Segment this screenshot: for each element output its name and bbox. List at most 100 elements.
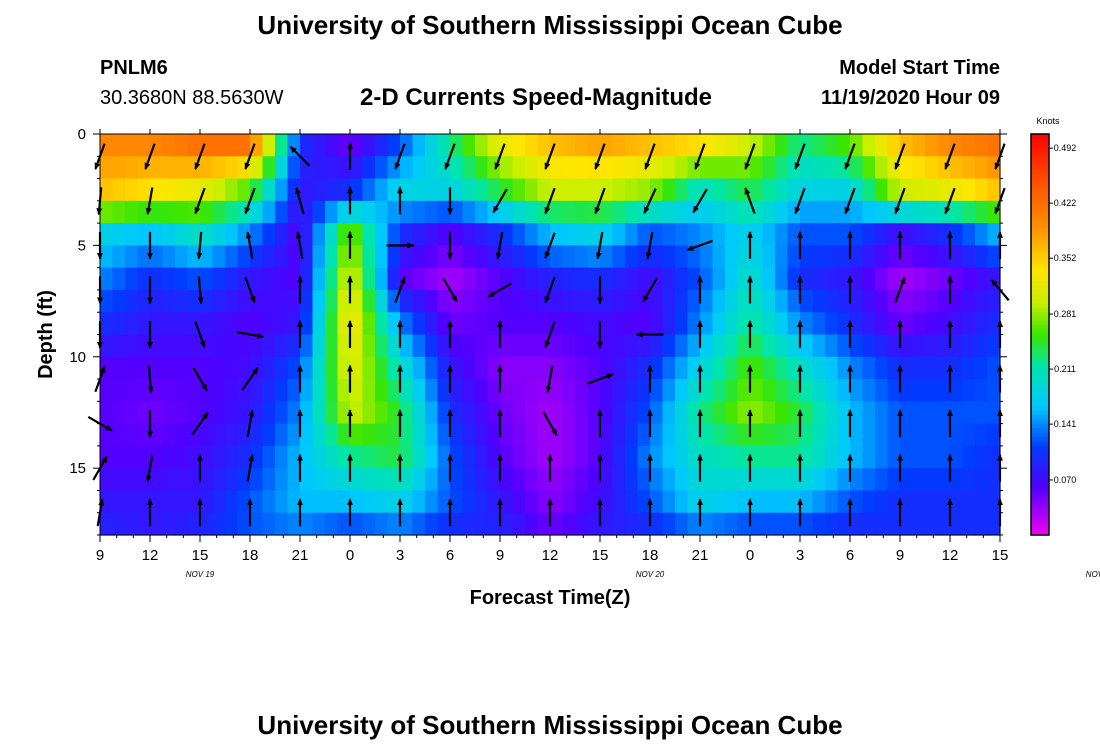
heatmap-cell — [862, 334, 876, 358]
heatmap-cell — [550, 223, 564, 246]
heatmap-cell — [412, 178, 426, 202]
heatmap-cell — [562, 468, 576, 492]
heatmap-cell — [887, 468, 901, 492]
heatmap-cell — [512, 379, 526, 402]
heatmap-cell — [687, 423, 701, 447]
x-tick-label: 12 — [942, 547, 959, 564]
heatmap-cell — [175, 134, 189, 157]
y-tick-label: 5 — [78, 237, 86, 254]
heatmap-cell — [612, 401, 626, 425]
heatmap-cell — [187, 490, 201, 514]
heatmap-cell — [925, 490, 939, 514]
current-vector-arrow — [295, 186, 305, 215]
colorbar-segment — [1031, 361, 1049, 367]
heatmap-cell — [975, 178, 989, 202]
heatmap-cell — [425, 245, 439, 269]
heatmap-cell — [725, 512, 739, 536]
heatmap-cell — [375, 245, 389, 269]
heatmap-cell — [887, 312, 901, 336]
current-vector-arrow — [394, 276, 406, 303]
heatmap-cell — [887, 267, 901, 291]
x-tick-label: 9 — [896, 547, 904, 564]
heatmap-cell — [225, 401, 239, 425]
heatmap-cell — [487, 356, 501, 380]
heatmap-cell — [225, 223, 239, 246]
colorbar-segment — [1031, 142, 1049, 148]
current-vector-arrow — [442, 277, 458, 303]
heatmap-cell — [700, 468, 714, 492]
heatmap-cell — [312, 289, 326, 313]
heatmap-cell — [825, 267, 839, 291]
heatmap-cell — [650, 356, 664, 380]
heatmap-cell — [212, 267, 226, 291]
heatmap-cell — [225, 200, 239, 224]
heatmap-cell — [250, 245, 264, 269]
heatmap-cell — [775, 156, 789, 180]
heatmap-cell — [950, 267, 964, 291]
heatmap-cell — [887, 490, 901, 514]
heatmap-cell — [225, 356, 239, 380]
heatmap-cell — [275, 134, 289, 157]
heatmap-cell — [625, 379, 639, 402]
heatmap-cell — [425, 134, 439, 157]
heatmap-cell — [137, 245, 151, 269]
heatmap-cell — [662, 245, 676, 269]
heatmap-cell — [512, 445, 526, 469]
heatmap-cell — [650, 156, 664, 180]
heatmap-cell — [462, 156, 476, 180]
heatmap-cell — [300, 156, 314, 180]
heatmap-cell — [187, 468, 201, 492]
colorbar-segment — [1031, 454, 1049, 460]
heatmap-cell — [887, 379, 901, 402]
heatmap-cell — [500, 134, 514, 157]
heatmap-cell — [550, 289, 564, 313]
heatmap-cell — [775, 512, 789, 536]
heatmap-cell — [287, 156, 301, 180]
heatmap-cell — [362, 289, 376, 313]
current-vector-arrow — [944, 143, 956, 170]
heatmap-cell — [562, 245, 576, 269]
heatmap-cell — [450, 200, 464, 224]
heatmap-cell — [237, 178, 251, 202]
current-vector-arrow — [245, 231, 254, 259]
heatmap-cell — [500, 356, 514, 380]
heatmap-cell — [212, 468, 226, 492]
heatmap-cell — [762, 356, 776, 380]
heatmap-cell — [137, 379, 151, 402]
heatmap-cell — [225, 445, 239, 469]
heatmap-cell — [950, 423, 964, 447]
heatmap-cell — [187, 178, 201, 202]
heatmap-cell — [937, 267, 951, 291]
heatmap-cell — [262, 401, 276, 425]
heatmap-cell — [112, 334, 126, 358]
heatmap-cell — [850, 156, 864, 180]
colorbar-segment — [1031, 374, 1049, 380]
heatmap-cell — [800, 289, 814, 313]
colorbar-segment — [1031, 281, 1049, 287]
heatmap-cell — [725, 490, 739, 514]
heatmap-cell — [800, 512, 814, 536]
heatmap-cell — [700, 245, 714, 269]
heatmap-cell — [237, 312, 251, 336]
heatmap-cell — [137, 512, 151, 536]
colorbar-segment — [1031, 392, 1049, 398]
heatmap-cell — [850, 289, 864, 313]
heatmap-cell — [600, 200, 614, 224]
heatmap-cell — [975, 245, 989, 269]
heatmap-cell — [612, 356, 626, 380]
heatmap-cell — [625, 200, 639, 224]
heatmap-cell — [875, 223, 889, 246]
colorbar-segment — [1031, 205, 1049, 211]
heatmap-cell — [362, 401, 376, 425]
heatmap-cell — [512, 312, 526, 336]
colorbar-segment — [1031, 183, 1049, 189]
heatmap-cell — [137, 445, 151, 469]
heatmap-cell — [887, 445, 901, 469]
heatmap-cell — [100, 334, 114, 358]
heatmap-cell — [625, 312, 639, 336]
heatmap-cell — [187, 445, 201, 469]
colorbar-segment — [1031, 218, 1049, 224]
heatmap-cell — [362, 423, 376, 447]
heatmap-cell — [100, 223, 114, 246]
heatmap-cell — [637, 356, 651, 380]
